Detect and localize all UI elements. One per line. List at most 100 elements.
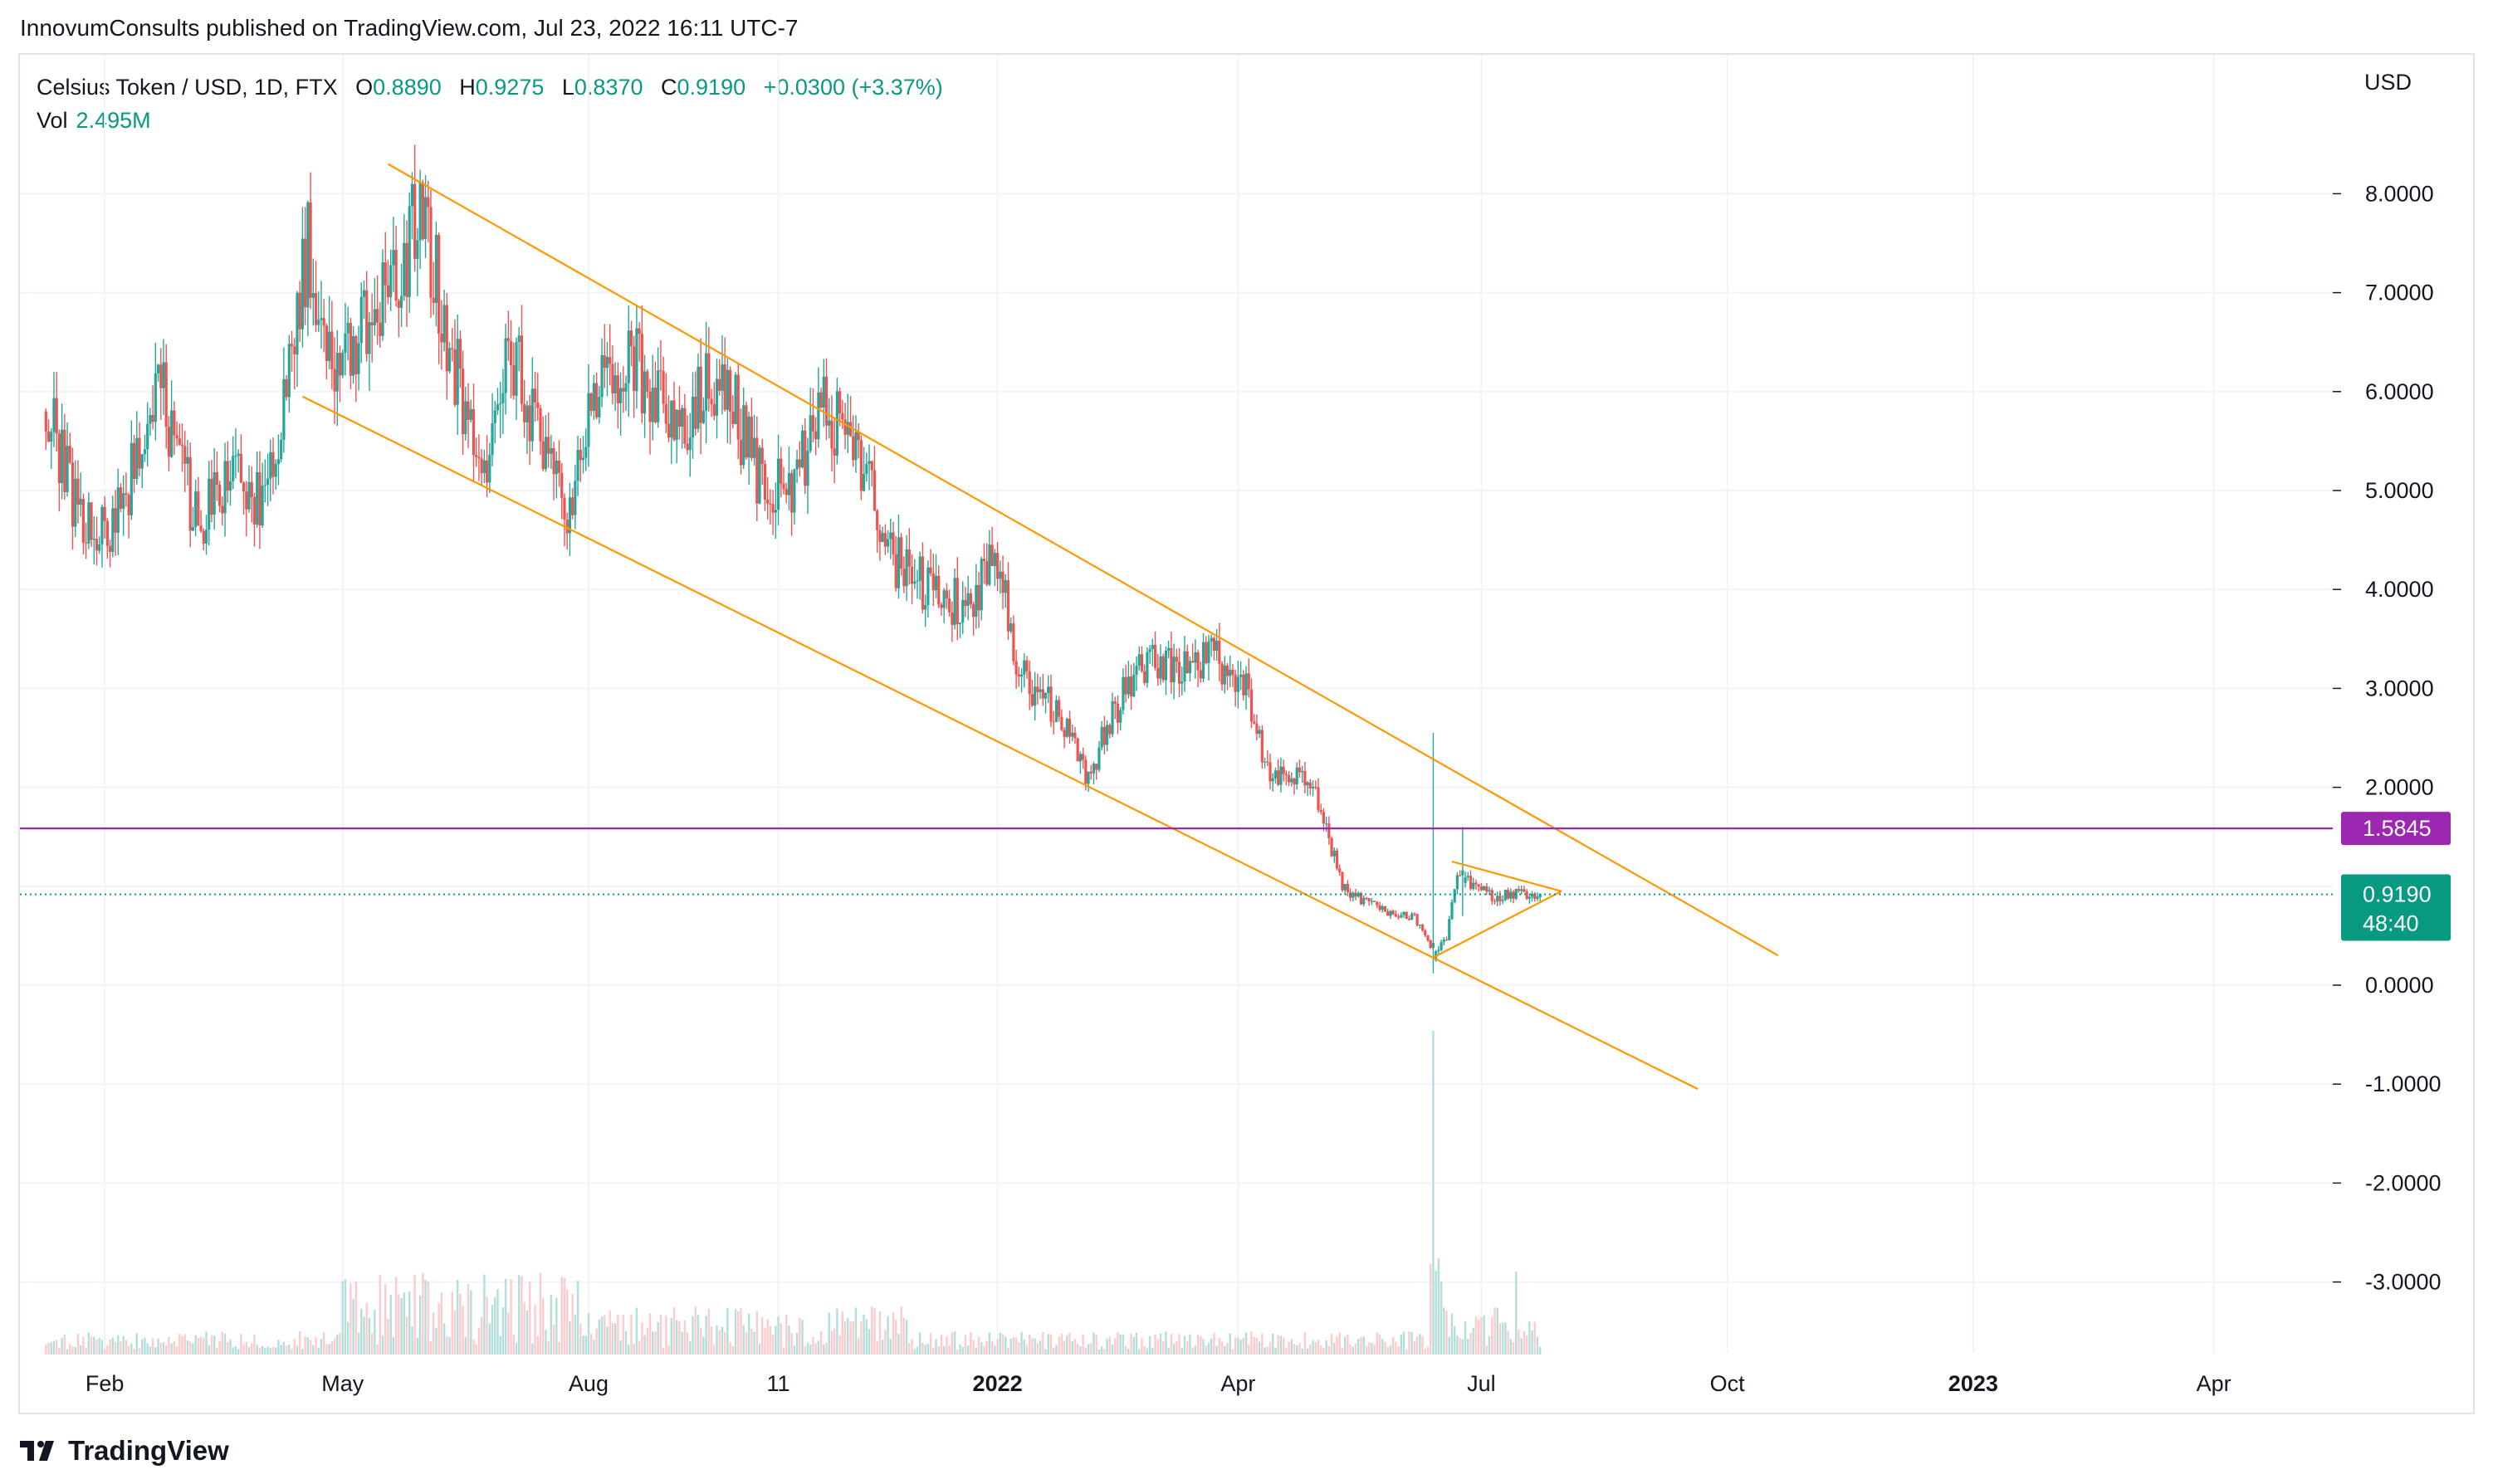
volume-bar xyxy=(504,1278,507,1355)
volume-bar xyxy=(1531,1330,1533,1355)
candle-body xyxy=(1352,892,1355,898)
candle-body xyxy=(1293,779,1296,785)
volume-bar xyxy=(1141,1337,1143,1355)
triangle-lower-line[interactable] xyxy=(1432,890,1562,959)
volume-bar xyxy=(55,1340,58,1355)
volume-bar xyxy=(1239,1339,1242,1355)
volume-bar xyxy=(1244,1332,1248,1355)
volume-bar xyxy=(141,1339,144,1355)
volume-bar xyxy=(280,1345,282,1355)
candle-body xyxy=(964,599,967,606)
candle-body xyxy=(530,388,534,442)
candle-body xyxy=(581,457,585,461)
volume-bar xyxy=(924,1345,926,1355)
volume-bar xyxy=(1296,1345,1298,1355)
candle-body xyxy=(686,443,689,451)
candle-body xyxy=(699,366,702,423)
volume-bar xyxy=(1472,1327,1474,1355)
volume-bar xyxy=(456,1280,459,1355)
volume-bar xyxy=(87,1332,90,1355)
volume-bar xyxy=(1226,1343,1229,1355)
channel-lower-line[interactable] xyxy=(301,395,1699,1091)
volume-bar xyxy=(737,1311,740,1355)
candle-body xyxy=(1143,671,1146,683)
volume-bar xyxy=(1440,1281,1443,1355)
candle-body xyxy=(66,446,69,492)
candle-body xyxy=(648,391,652,422)
volume-bar xyxy=(707,1309,711,1355)
candle-body xyxy=(1523,889,1526,892)
volume-bar xyxy=(833,1328,836,1355)
volume-bar xyxy=(488,1323,491,1355)
volume-bar xyxy=(299,1331,301,1355)
candle-body xyxy=(557,460,561,473)
candle-body xyxy=(672,400,676,441)
candle-body xyxy=(873,470,877,511)
candle-body xyxy=(1346,884,1349,892)
volume-bar xyxy=(256,1345,258,1355)
triangle-upper-line[interactable] xyxy=(1451,860,1562,892)
candle-body xyxy=(298,292,301,330)
candle-body xyxy=(256,471,259,525)
volume-bar xyxy=(1362,1336,1365,1355)
volume-bar xyxy=(1200,1335,1202,1355)
candle-body xyxy=(1177,661,1181,684)
volume-bar xyxy=(1095,1335,1097,1355)
symbol-legend[interactable]: Celsius Token / USD, 1D, FTX O0.8890 H0.… xyxy=(37,75,955,100)
candle-body xyxy=(344,333,347,353)
tradingview-wordmark: TradingView xyxy=(68,1435,229,1466)
candle-body xyxy=(958,622,962,625)
candle-body xyxy=(1455,875,1459,890)
candle-body xyxy=(1469,876,1473,889)
volume-bar xyxy=(860,1321,863,1355)
volume-bar xyxy=(442,1323,446,1355)
volume-bar xyxy=(47,1342,50,1355)
candle-body xyxy=(1461,870,1464,876)
volume-bar xyxy=(1119,1334,1122,1355)
volume-bar xyxy=(1167,1348,1170,1355)
volume-bar xyxy=(374,1309,376,1355)
publisher-caption: InnovumConsults published on TradingView… xyxy=(20,15,799,41)
candle-body xyxy=(1191,661,1195,663)
trendlines[interactable] xyxy=(301,163,1779,1091)
volume-bar xyxy=(769,1325,772,1355)
symbol-title[interactable]: Celsius Token / USD, 1D, FTX xyxy=(37,75,338,100)
candle-body xyxy=(405,242,408,297)
volume-bar xyxy=(1237,1337,1239,1355)
candle-body xyxy=(701,410,706,423)
volume-bar xyxy=(448,1336,451,1355)
time-tick-label: Oct xyxy=(1710,1371,1746,1396)
volume-bar xyxy=(1224,1345,1226,1355)
grid-lines xyxy=(20,55,2333,1353)
volume-bar xyxy=(350,1283,352,1355)
candle-body xyxy=(1097,747,1101,770)
candle-body xyxy=(263,485,266,486)
candle-body xyxy=(1078,754,1083,762)
channel-upper-line[interactable] xyxy=(387,163,1779,957)
volume-bar xyxy=(264,1348,266,1355)
volume-bar xyxy=(731,1345,735,1355)
volume-bar xyxy=(900,1306,902,1355)
candle-body xyxy=(568,497,572,534)
candle-body xyxy=(202,530,205,544)
volume-bar xyxy=(988,1332,991,1355)
price-axis[interactable]: 8.0000 7.0000 6.0000 5.0000 4.0000 3.0000 2.00… xyxy=(2333,181,2442,1295)
volume-bar xyxy=(111,1337,115,1355)
volume-bar xyxy=(472,1339,475,1355)
candle-body xyxy=(151,415,154,422)
volume-bar xyxy=(1343,1336,1347,1355)
tradingview-logo[interactable]: TradingView xyxy=(20,1433,229,1469)
volume-bar xyxy=(996,1339,999,1355)
volume-bar xyxy=(1435,1270,1437,1355)
volume-legend[interactable]: Vol 2.495M xyxy=(37,108,151,134)
volume-bar xyxy=(330,1341,334,1355)
volume-bar xyxy=(697,1315,700,1355)
volume-bar xyxy=(983,1345,985,1355)
volume-bar xyxy=(1464,1320,1467,1355)
candle-body xyxy=(747,416,750,458)
volume-bar xyxy=(66,1349,69,1355)
volume-bar xyxy=(1100,1345,1103,1355)
volume-bar xyxy=(970,1332,972,1355)
time-axis[interactable]: Feb May Aug 11 2022 Apr Jul Oct 2023 Apr xyxy=(86,1371,2231,1396)
